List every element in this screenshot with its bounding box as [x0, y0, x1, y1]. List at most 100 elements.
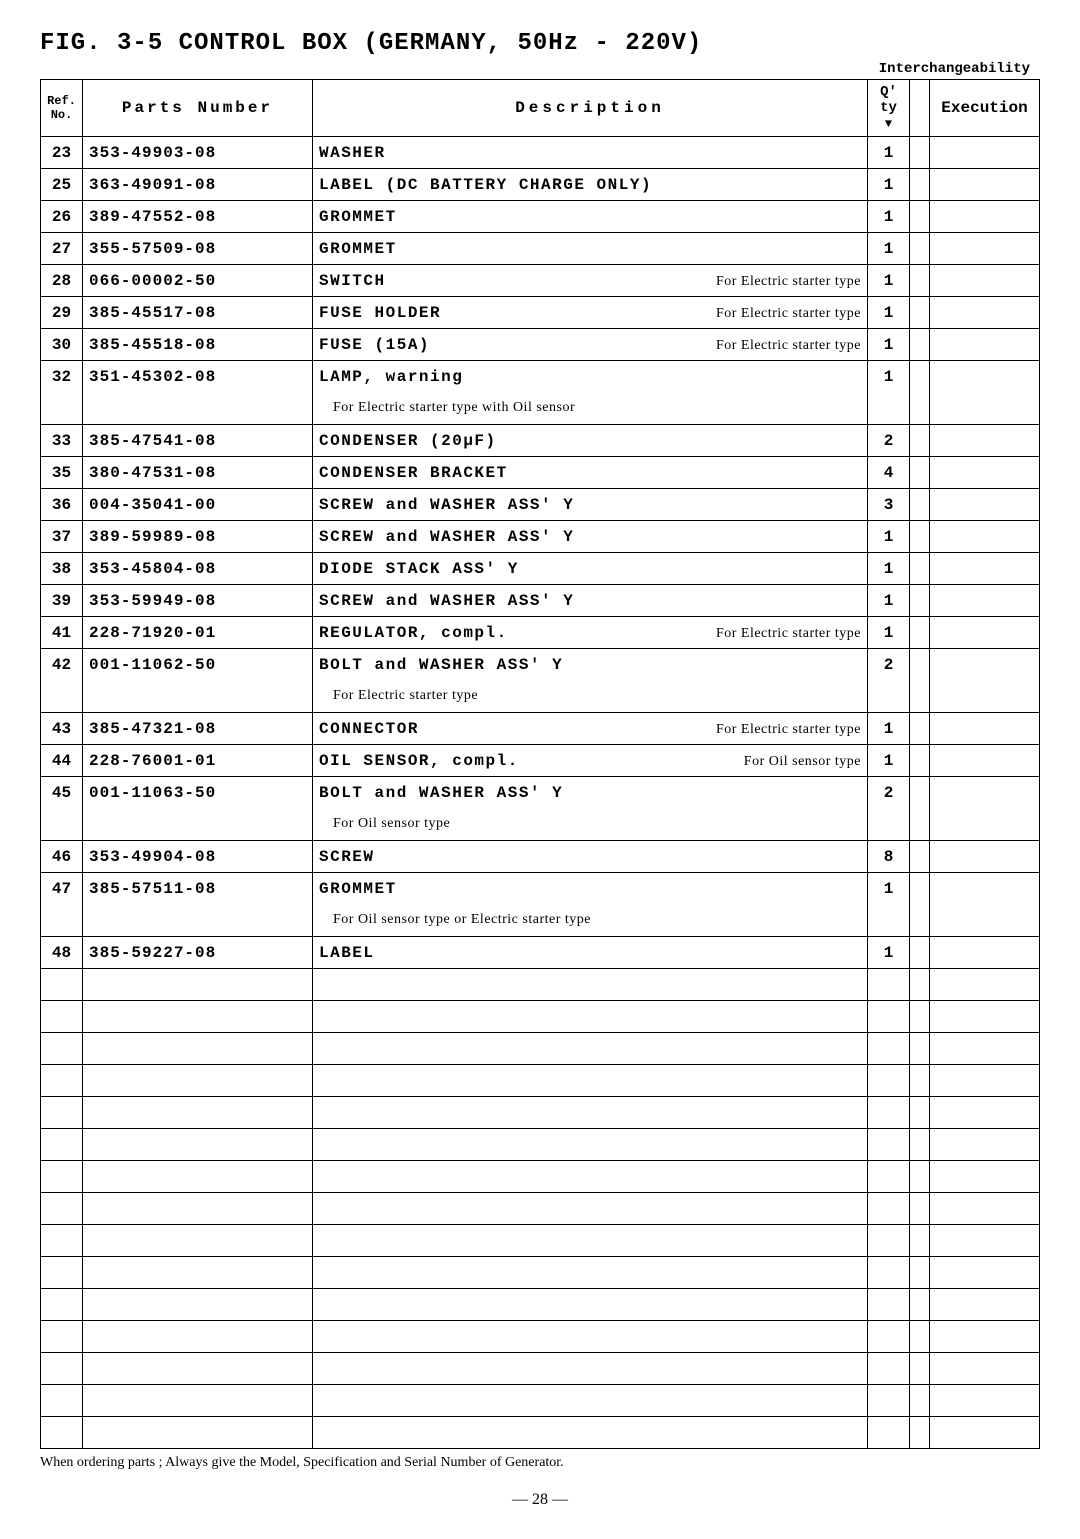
blank-cell [910, 777, 930, 809]
part-cell: 066-00002-50 [83, 265, 313, 297]
part-cell: 385-45517-08 [83, 297, 313, 329]
empty-cell [313, 1289, 868, 1321]
ref-cell: 48 [41, 937, 83, 969]
exec-cell [930, 297, 1040, 329]
part-cell: 001-11062-50 [83, 649, 313, 681]
part-cell: 363-49091-08 [83, 169, 313, 201]
exec-cell [930, 905, 1040, 937]
exec-cell [930, 937, 1040, 969]
desc-cell: SCREW [313, 841, 868, 873]
qty-cell: 1 [868, 137, 910, 169]
part-cell: 004-35041-00 [83, 489, 313, 521]
ref-cell [41, 393, 83, 425]
qty-cell: 1 [868, 937, 910, 969]
parts-table: Ref.No. Parts Number Description Q' ty ▼… [40, 79, 1040, 1449]
empty-cell [930, 1065, 1040, 1097]
part-cell: 353-49903-08 [83, 137, 313, 169]
empty-cell [930, 1257, 1040, 1289]
exec-cell [930, 457, 1040, 489]
exec-cell [930, 681, 1040, 713]
empty-cell [83, 1033, 313, 1065]
qty-cell: 1 [868, 553, 910, 585]
table-row: 29385-45517-08FUSE HOLDERFor Electric st… [41, 297, 1040, 329]
table-row: 36004-35041-00SCREW and WASHER ASS' Y3 [41, 489, 1040, 521]
empty-cell [930, 1417, 1040, 1449]
empty-cell [930, 1097, 1040, 1129]
empty-cell [313, 1321, 868, 1353]
blank-cell [910, 265, 930, 297]
table-row: 25363-49091-08LABEL (DC BATTERY CHARGE O… [41, 169, 1040, 201]
blank-cell [910, 873, 930, 905]
ref-cell: 35 [41, 457, 83, 489]
exec-cell [930, 553, 1040, 585]
blank-cell [910, 297, 930, 329]
part-cell: 353-59949-08 [83, 585, 313, 617]
empty-cell [41, 1193, 83, 1225]
header-ref: Ref.No. [41, 80, 83, 137]
empty-cell [83, 1257, 313, 1289]
exec-cell [930, 265, 1040, 297]
empty-cell [41, 1033, 83, 1065]
empty-cell [313, 1033, 868, 1065]
table-row-empty [41, 1289, 1040, 1321]
empty-cell [930, 1225, 1040, 1257]
empty-cell [910, 1385, 930, 1417]
empty-cell [83, 1385, 313, 1417]
desc-cell: OIL SENSOR, compl.For Oil sensor type [313, 745, 868, 777]
qty-cell: 1 [868, 265, 910, 297]
part-cell: 353-45804-08 [83, 553, 313, 585]
part-cell [83, 809, 313, 841]
empty-cell [41, 1097, 83, 1129]
desc-cell: WASHER [313, 137, 868, 169]
ref-cell: 32 [41, 361, 83, 393]
part-cell: 351-45302-08 [83, 361, 313, 393]
table-row-empty [41, 1097, 1040, 1129]
footer-note: When ordering parts ; Always give the Mo… [40, 1455, 1040, 1471]
empty-cell [313, 1225, 868, 1257]
ref-cell: 29 [41, 297, 83, 329]
table-row-empty [41, 1417, 1040, 1449]
empty-cell [313, 969, 868, 1001]
part-cell: 385-57511-08 [83, 873, 313, 905]
table-row-empty [41, 1001, 1040, 1033]
ref-cell: 36 [41, 489, 83, 521]
empty-cell [910, 1417, 930, 1449]
empty-cell [868, 969, 910, 1001]
empty-cell [910, 969, 930, 1001]
empty-cell [868, 1193, 910, 1225]
part-cell: 385-45518-08 [83, 329, 313, 361]
ref-cell: 41 [41, 617, 83, 649]
exec-cell [930, 777, 1040, 809]
table-row-empty [41, 1033, 1040, 1065]
table-row: 37389-59989-08SCREW and WASHER ASS' Y1 [41, 521, 1040, 553]
ref-cell: 39 [41, 585, 83, 617]
empty-cell [930, 1385, 1040, 1417]
table-row: 44228-76001-01OIL SENSOR, compl.For Oil … [41, 745, 1040, 777]
qty-cell: 2 [868, 425, 910, 457]
desc-cell: LABEL (DC BATTERY CHARGE ONLY) [313, 169, 868, 201]
desc-sub-cell: For Electric starter type with Oil senso… [313, 393, 868, 425]
desc-cell: GROMMET [313, 201, 868, 233]
exec-cell [930, 745, 1040, 777]
empty-cell [930, 1321, 1040, 1353]
qty-cell: 1 [868, 169, 910, 201]
ref-cell: 44 [41, 745, 83, 777]
empty-cell [313, 1193, 868, 1225]
empty-cell [930, 1353, 1040, 1385]
table-row-empty [41, 1225, 1040, 1257]
empty-cell [910, 1353, 930, 1385]
empty-cell [83, 1225, 313, 1257]
desc-cell: GROMMET [313, 873, 868, 905]
exec-cell [930, 713, 1040, 745]
exec-cell [930, 137, 1040, 169]
part-cell: 353-49904-08 [83, 841, 313, 873]
part-cell: 385-59227-08 [83, 937, 313, 969]
desc-cell: LABEL [313, 937, 868, 969]
desc-cell: FUSE HOLDERFor Electric starter type [313, 297, 868, 329]
exec-cell [930, 425, 1040, 457]
table-row: 26389-47552-08GROMMET1 [41, 201, 1040, 233]
exec-cell [930, 521, 1040, 553]
empty-cell [910, 1289, 930, 1321]
qty-cell: 4 [868, 457, 910, 489]
blank-cell [910, 713, 930, 745]
